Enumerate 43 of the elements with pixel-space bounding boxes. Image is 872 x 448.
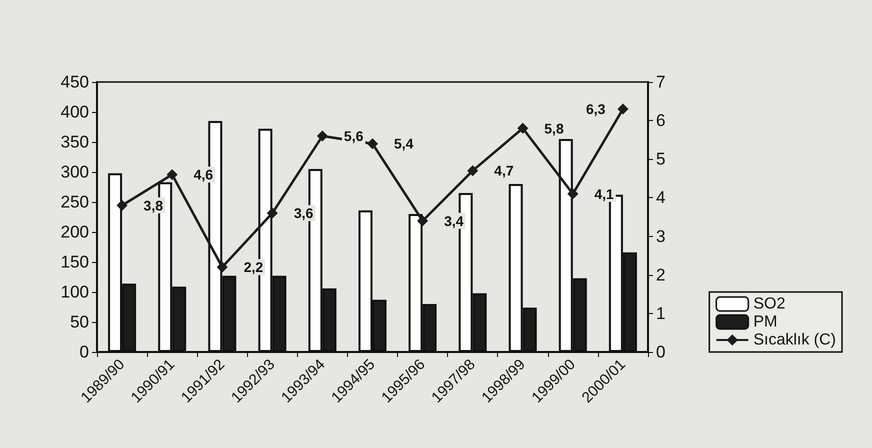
- data-label: 6,3: [586, 101, 606, 117]
- point: [517, 122, 528, 134]
- point: [266, 208, 278, 219]
- y2-tick-label: 1: [656, 304, 666, 323]
- y2-tick-label: 7: [656, 72, 666, 92]
- point: [567, 188, 578, 200]
- point: [467, 165, 478, 176]
- point: [367, 138, 378, 150]
- data-label: 5,4: [394, 136, 414, 152]
- y-tick-label: 250: [60, 192, 89, 212]
- point: [166, 169, 178, 180]
- y-tick-label: 0: [80, 342, 89, 362]
- point: [216, 262, 228, 273]
- y2-tick-label: 0: [656, 342, 666, 362]
- y-tick-label: 200: [60, 222, 89, 242]
- y-tick-label: 100: [60, 282, 89, 302]
- y-tick-label: 400: [60, 102, 89, 122]
- point: [116, 200, 128, 211]
- y2-tick-label: 3: [656, 226, 666, 246]
- data-label: 5,8: [544, 120, 564, 136]
- data-label: 2,2: [244, 259, 264, 276]
- y2-tick-label: 4: [656, 188, 666, 208]
- data-label: 3,6: [294, 205, 314, 222]
- point: [316, 130, 328, 142]
- data-label: 3,4: [444, 212, 464, 229]
- y-tick-label: 150: [60, 252, 89, 272]
- data-label: 4,7: [494, 162, 514, 179]
- y-tick-label: 350: [60, 132, 89, 152]
- y-tick-label: 300: [60, 162, 89, 182]
- data-label: 4,6: [194, 166, 214, 183]
- y2-tick-label: 5: [656, 150, 666, 169]
- legend-label: PM: [753, 314, 778, 330]
- y2-tick-label: 2: [656, 265, 666, 284]
- data-label: 3,8: [144, 197, 164, 214]
- legend-label: SO2: [753, 296, 786, 312]
- legend-label: Sıcaklık (C): [753, 332, 836, 348]
- data-label: 4,1: [594, 186, 614, 202]
- point: [617, 104, 628, 114]
- y-tick-label: 50: [70, 312, 89, 332]
- y2-tick-label: 6: [656, 111, 666, 130]
- y-tick-label: 450: [60, 72, 89, 92]
- point: [417, 215, 428, 226]
- data-label: 5,6: [344, 128, 364, 144]
